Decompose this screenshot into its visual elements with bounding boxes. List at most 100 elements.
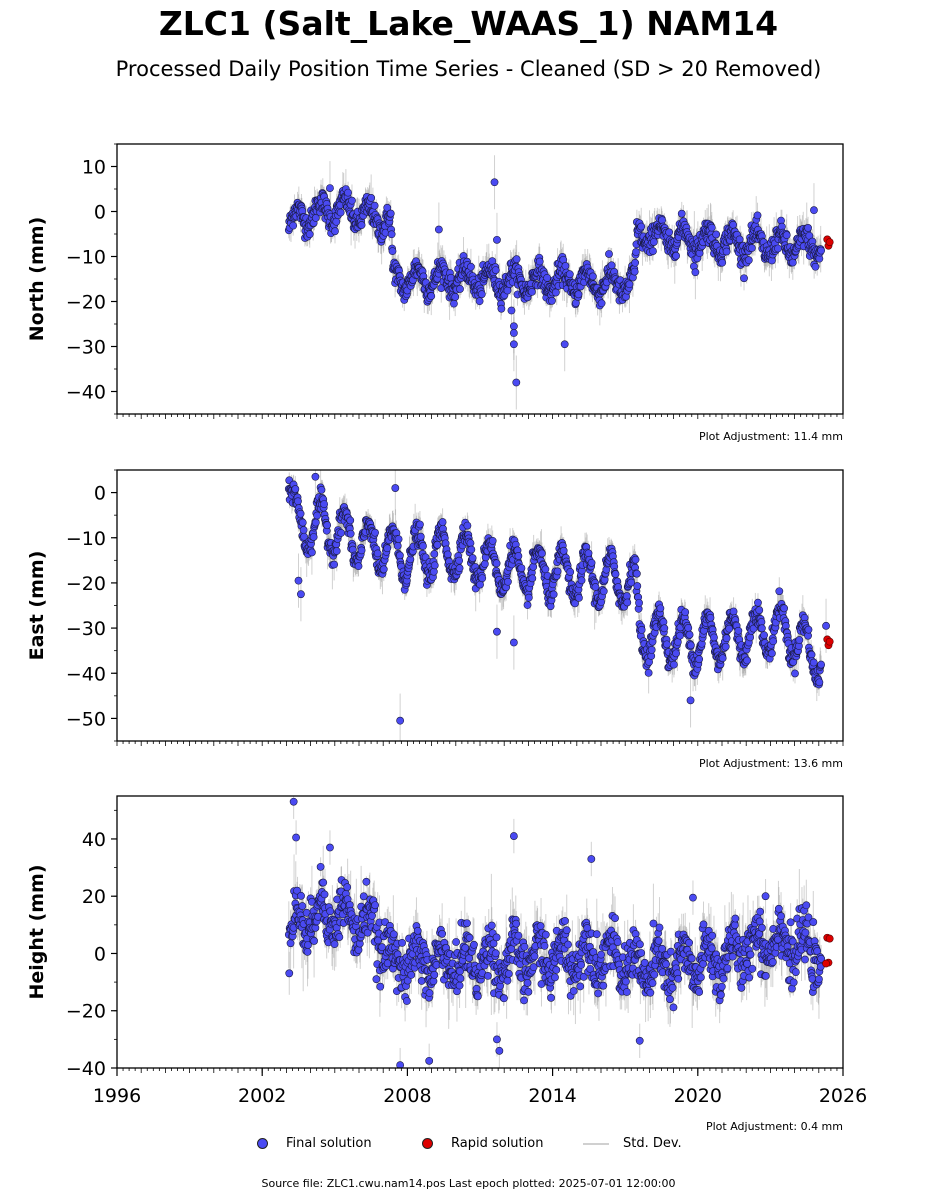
final-point bbox=[367, 194, 376, 202]
final-point bbox=[300, 532, 308, 541]
final-point bbox=[718, 258, 727, 267]
final-point bbox=[637, 222, 646, 231]
final-point bbox=[455, 556, 464, 565]
final-point bbox=[416, 532, 425, 541]
final-point bbox=[746, 633, 755, 642]
final-point bbox=[331, 227, 339, 236]
final-point bbox=[729, 607, 738, 616]
final-point bbox=[729, 220, 738, 229]
final-point bbox=[605, 250, 613, 258]
final-point bbox=[577, 576, 586, 585]
y-tick-label: 0 bbox=[94, 202, 106, 224]
final-point bbox=[514, 552, 523, 560]
y-axis-label: North (mm) bbox=[26, 217, 48, 342]
final-point bbox=[623, 598, 632, 607]
data-layer bbox=[284, 470, 834, 741]
final-point bbox=[386, 209, 395, 218]
final-point bbox=[535, 257, 544, 266]
final-point bbox=[744, 256, 753, 265]
final-point bbox=[566, 568, 575, 576]
final-point bbox=[291, 485, 300, 493]
std-dev-bars bbox=[288, 470, 827, 741]
final-point bbox=[450, 299, 458, 308]
final-point bbox=[348, 196, 356, 205]
final-point bbox=[419, 542, 427, 550]
final-point bbox=[492, 559, 501, 568]
final-point bbox=[707, 223, 716, 232]
final-point bbox=[627, 578, 636, 587]
final-point bbox=[429, 567, 438, 576]
final-point bbox=[463, 521, 472, 530]
final-point bbox=[370, 201, 379, 210]
final-point bbox=[354, 562, 363, 571]
final-point bbox=[775, 587, 784, 596]
final-point bbox=[538, 549, 546, 558]
final-point bbox=[305, 230, 314, 239]
final-point bbox=[438, 518, 447, 526]
final-point bbox=[644, 668, 653, 677]
final-point bbox=[336, 208, 345, 217]
final-point bbox=[497, 304, 506, 313]
final-point bbox=[804, 224, 812, 232]
final-point bbox=[695, 655, 704, 664]
final-point bbox=[383, 203, 392, 212]
final-point bbox=[549, 590, 558, 599]
final-point bbox=[480, 560, 489, 568]
final-point bbox=[332, 547, 341, 555]
final-point bbox=[722, 634, 731, 643]
final-point bbox=[299, 526, 308, 534]
final-point bbox=[810, 206, 818, 215]
final-point bbox=[656, 604, 665, 613]
final-point bbox=[346, 529, 355, 538]
final-point bbox=[677, 209, 686, 218]
final-point bbox=[308, 548, 316, 557]
final-point bbox=[330, 560, 339, 569]
final-point bbox=[373, 549, 382, 558]
final-point bbox=[346, 516, 355, 525]
final-point bbox=[491, 266, 500, 275]
final-point bbox=[811, 262, 820, 271]
final-point bbox=[722, 247, 731, 256]
final-point bbox=[289, 221, 298, 230]
final-point bbox=[665, 228, 673, 237]
final-point bbox=[467, 262, 475, 271]
final-point bbox=[528, 574, 537, 583]
final-point bbox=[686, 641, 695, 650]
final-point bbox=[503, 286, 512, 295]
final-point bbox=[388, 247, 397, 256]
final-point bbox=[553, 567, 562, 576]
final-point bbox=[517, 564, 526, 573]
final-point bbox=[631, 555, 640, 564]
final-point bbox=[509, 322, 518, 331]
y-tick-label: −40 bbox=[66, 382, 106, 404]
final-point bbox=[760, 631, 768, 640]
final-point bbox=[757, 624, 766, 633]
final-point bbox=[672, 649, 680, 658]
final-point bbox=[371, 528, 379, 537]
final-point bbox=[434, 225, 443, 234]
final-point bbox=[630, 267, 639, 276]
final-point bbox=[712, 230, 721, 239]
y-tick-label: −20 bbox=[66, 292, 106, 314]
final-point bbox=[430, 550, 439, 558]
final-point bbox=[394, 535, 403, 543]
final-point bbox=[747, 244, 756, 252]
final-point bbox=[332, 217, 341, 226]
final-point bbox=[625, 280, 634, 289]
final-point bbox=[344, 188, 352, 197]
final-point bbox=[565, 270, 574, 279]
final-point bbox=[337, 528, 345, 537]
rapid-series bbox=[823, 235, 834, 250]
final-point bbox=[647, 645, 656, 654]
final-point bbox=[575, 593, 583, 602]
final-point bbox=[309, 533, 318, 541]
final-point bbox=[294, 497, 302, 506]
final-point bbox=[427, 292, 436, 300]
final-point bbox=[588, 272, 597, 281]
final-point bbox=[560, 340, 569, 349]
final-point bbox=[559, 546, 568, 555]
final-point bbox=[466, 539, 475, 547]
final-point bbox=[774, 244, 782, 253]
final-point bbox=[326, 184, 334, 192]
